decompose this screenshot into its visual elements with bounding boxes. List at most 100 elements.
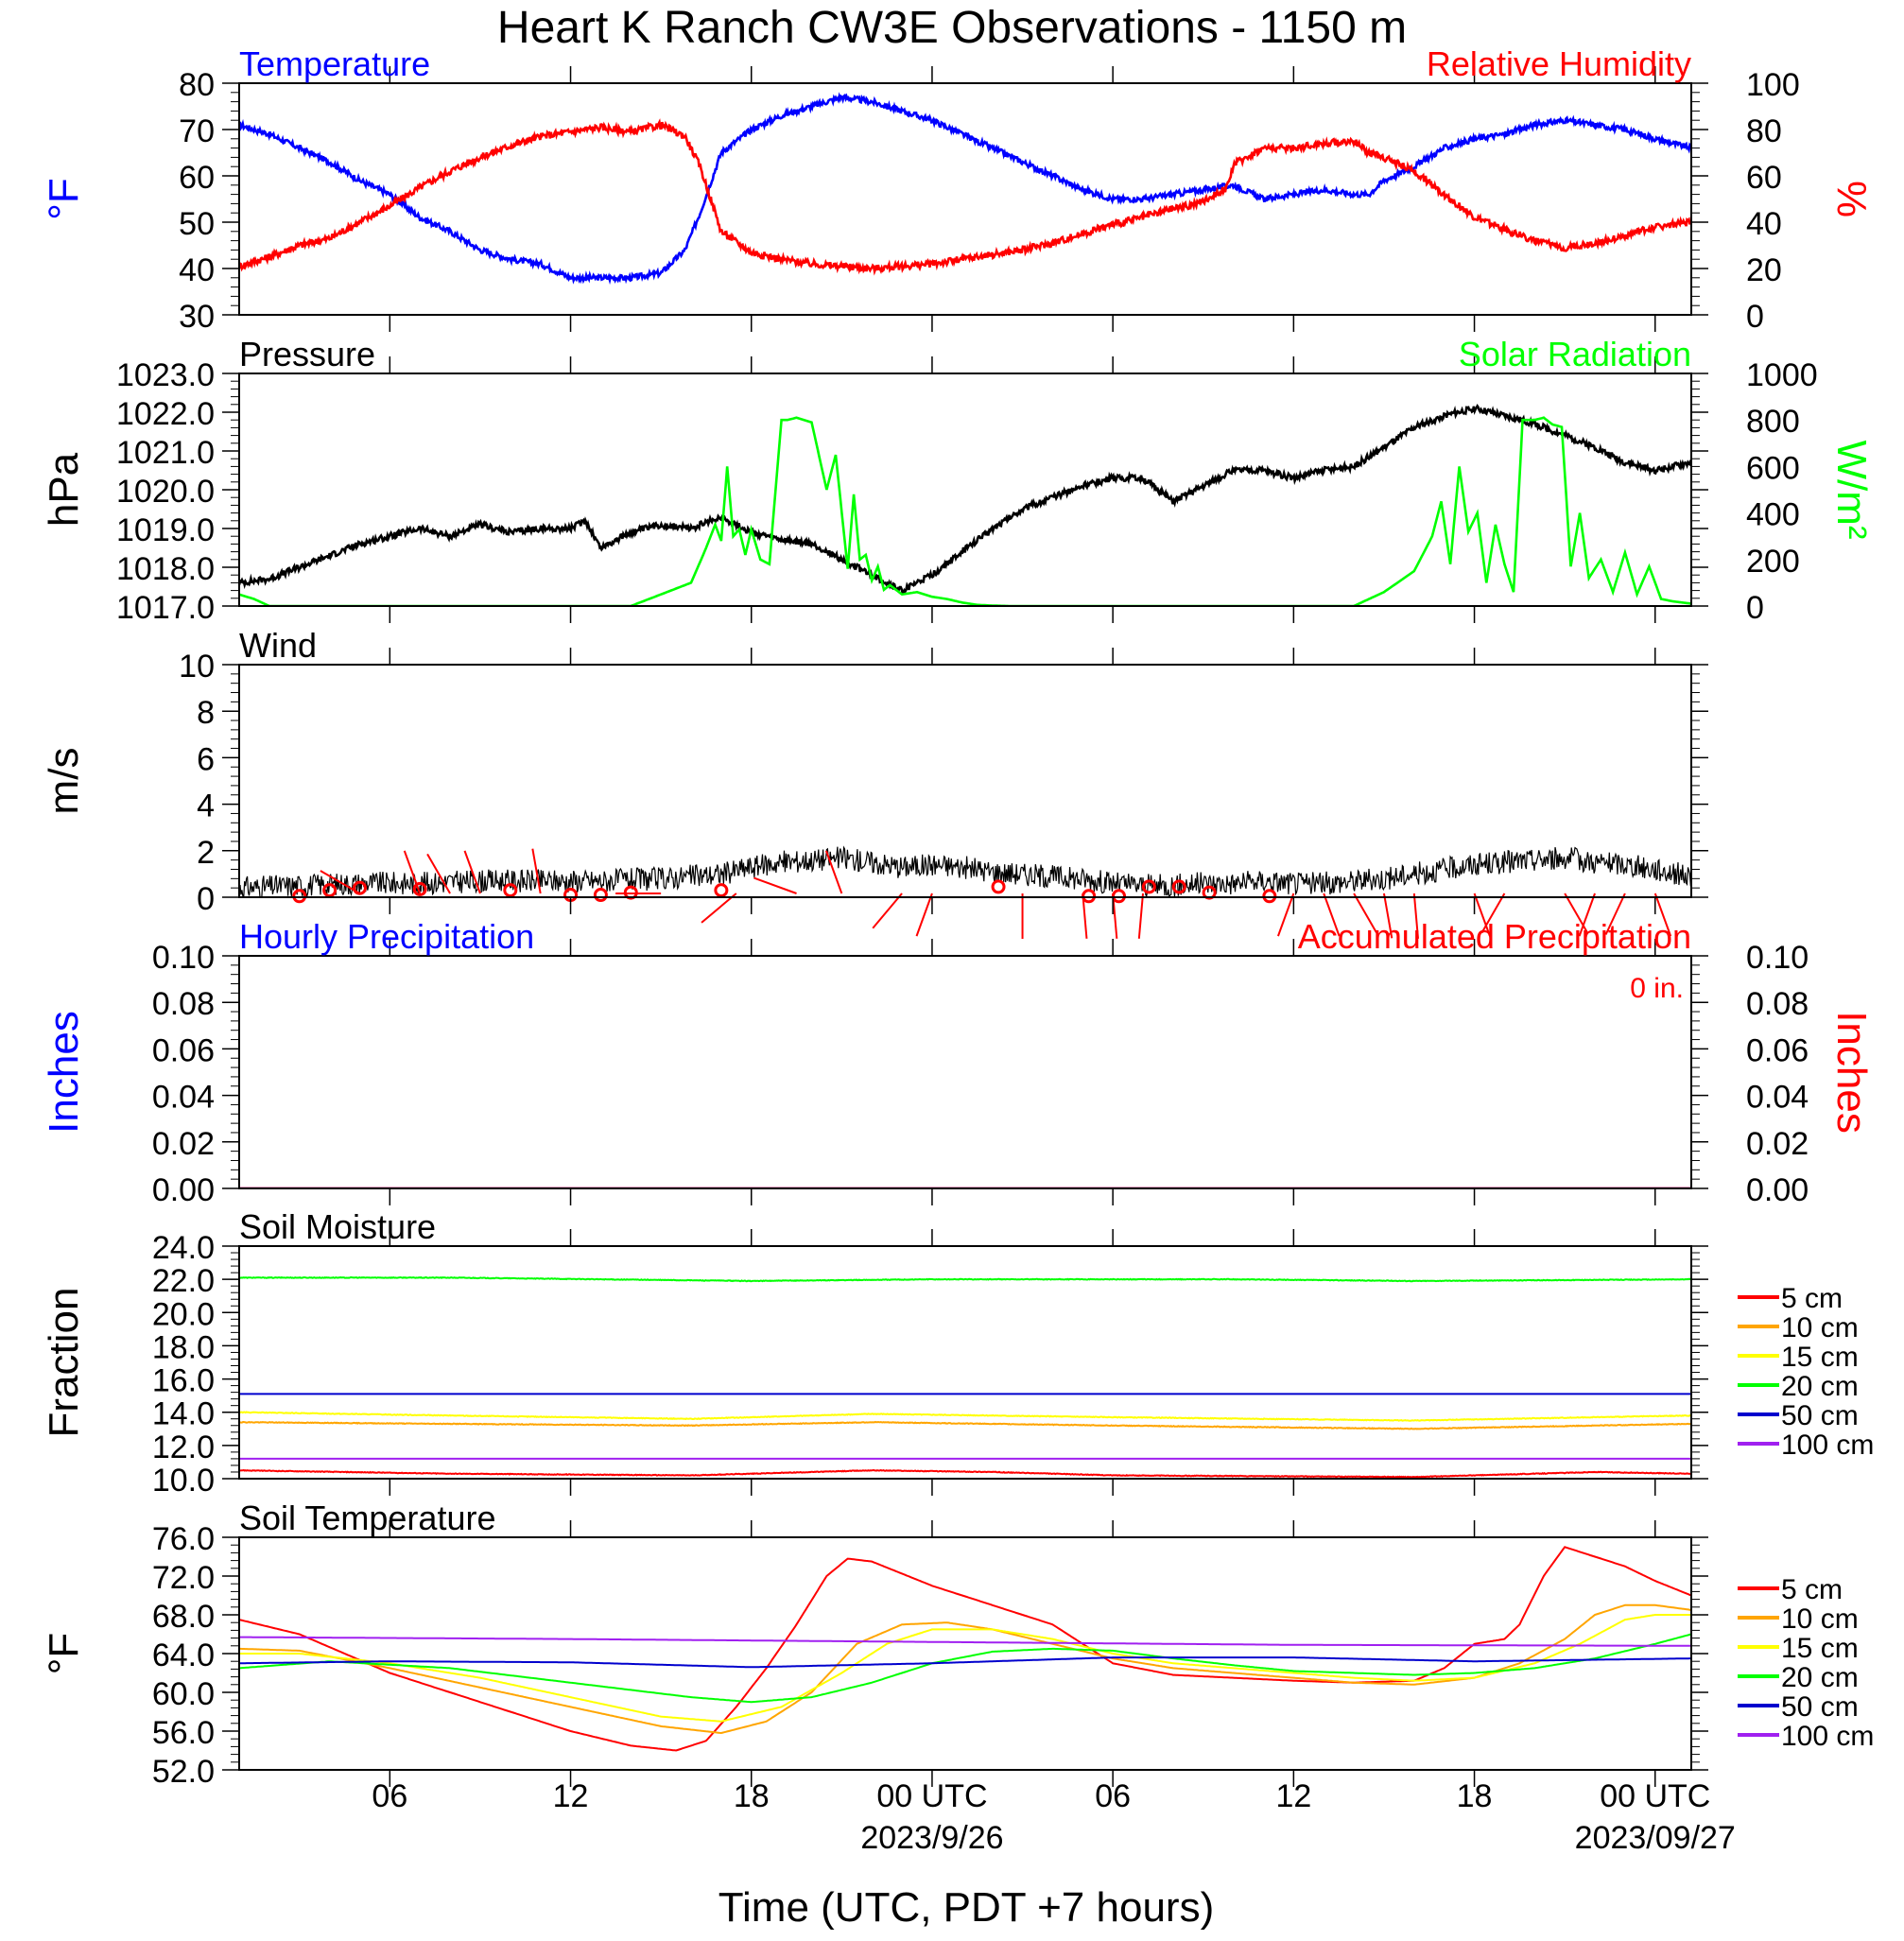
calm-wind-circle xyxy=(503,883,518,898)
y-tick-label-right: 0.06 xyxy=(1746,1032,1809,1068)
y-tick-label-right: 20 xyxy=(1746,252,1782,288)
y-tick-label-left: 18.0 xyxy=(152,1329,215,1365)
wind-barb xyxy=(1480,893,1506,934)
calm-wind-circle xyxy=(1082,889,1097,904)
panel-precipitation: 0.00 0.02 0.04 0.06 0.08 0.10 0.00 0.02 0.04 0.06… xyxy=(41,917,1875,1208)
wind-barb xyxy=(1653,893,1672,937)
calm-wind-circle xyxy=(292,889,307,904)
y-tick-label-right: 600 xyxy=(1746,450,1800,486)
series-line-d15 xyxy=(239,1614,1691,1723)
y-tick-label-right: 40 xyxy=(1746,206,1782,242)
y-tick-label-left: 10.0 xyxy=(152,1463,215,1499)
calm-wind-circle xyxy=(1202,885,1217,900)
y-tick-label-left: 1018.0 xyxy=(116,551,215,587)
panel-soil_temperature: 52.056.060.064.068.072.076.0 Soil Tempera… xyxy=(41,1499,1874,1790)
panel-title-left: Temperature xyxy=(239,44,430,83)
legend-label: 100 cm xyxy=(1781,1430,1874,1461)
y-tick-label-right: 1000 xyxy=(1746,357,1818,393)
panel-title-left: Hourly Precipitation xyxy=(239,917,534,956)
y-tick-label-left: 20.0 xyxy=(152,1296,215,1332)
y-tick-label-right: 100 xyxy=(1746,67,1800,103)
y-tick-label-left: 76.0 xyxy=(152,1521,215,1557)
series-line-pressure xyxy=(239,403,1691,596)
wind-barb xyxy=(872,893,903,929)
panel-frame xyxy=(238,82,1692,316)
legend-label: 50 cm xyxy=(1781,1691,1859,1723)
calm-wind-circle xyxy=(1262,889,1277,904)
y-tick-label-right: 800 xyxy=(1746,404,1800,440)
y-tick-label-right: 0.00 xyxy=(1746,1172,1809,1208)
y-tick-label-left: 0.06 xyxy=(152,1032,215,1068)
y-tick-label-left: 1021.0 xyxy=(116,435,215,471)
y-tick-label-left: 1023.0 xyxy=(116,357,215,393)
wind-barb xyxy=(403,850,422,894)
y-tick-label-left: 0.04 xyxy=(152,1080,215,1116)
legend-label: 10 cm xyxy=(1781,1603,1859,1635)
wind-barb xyxy=(320,870,360,894)
wind-barb xyxy=(1082,893,1088,939)
legend-label: 20 cm xyxy=(1781,1662,1859,1693)
y-axis-label-left: Inches xyxy=(41,1011,87,1134)
y-tick-label-left: 70 xyxy=(179,113,215,149)
y-tick-label-left: 60 xyxy=(179,160,215,196)
calm-wind-circle xyxy=(1171,879,1186,894)
wind-barb xyxy=(915,893,933,937)
y-tick-label-right: 0.08 xyxy=(1746,986,1809,1022)
y-tick-label-right: 80 xyxy=(1746,113,1782,149)
series-line-d50 xyxy=(239,1656,1691,1669)
panel-title-left: Pressure xyxy=(239,335,375,373)
y-tick-label-left: 0.02 xyxy=(152,1126,215,1162)
wind-barb xyxy=(1604,893,1626,935)
wind-barb xyxy=(1353,893,1377,934)
legend-label: 5 cm xyxy=(1781,1283,1843,1314)
panel-title-right: Relative Humidity xyxy=(1427,44,1691,83)
y-tick-label-left: 16.0 xyxy=(152,1363,215,1399)
panel-title-left: Soil Temperature xyxy=(239,1499,495,1537)
y-tick-label-left: 1019.0 xyxy=(116,512,215,548)
y-axis-label-left: hPa xyxy=(41,452,87,527)
y-tick-label-left: 0 xyxy=(197,881,215,917)
series-line-humidity xyxy=(239,118,1691,276)
y-tick-label-left: 0.10 xyxy=(152,940,215,976)
figure-title: Heart K Ranch CW3E Observations - 1150 m xyxy=(497,3,1407,53)
panel-wind: 0 2 4 6 8 10 Wind m/s xyxy=(41,626,1708,939)
y-tick-label-left: 8 xyxy=(197,695,215,731)
y-tick-label-left: 14.0 xyxy=(152,1396,215,1432)
y-tick-label-right: 0 xyxy=(1746,299,1764,335)
series-line-d5 xyxy=(239,1546,1691,1752)
y-axis-label-left: °F xyxy=(41,178,87,219)
series-line-d100 xyxy=(239,1636,1691,1647)
wind-barb xyxy=(753,876,797,894)
x-tick-label: 12 xyxy=(1275,1778,1311,1814)
panel-frame xyxy=(238,955,1692,1189)
wind-barb xyxy=(1578,893,1596,937)
accumulated-total: 0 in. xyxy=(1630,973,1684,1004)
wind-barb xyxy=(531,848,542,894)
y-tick-label-left: 12.0 xyxy=(152,1430,215,1465)
wind-barb xyxy=(1473,893,1491,937)
wind-barb xyxy=(824,850,843,894)
wind-barb xyxy=(1276,893,1295,937)
x-axis-label: Time (UTC, PDT +7 hours) xyxy=(718,1884,1214,1931)
y-tick-label-left: 50 xyxy=(179,206,215,242)
panel-title-left: Soil Moisture xyxy=(239,1207,436,1246)
y-tick-label-right: 400 xyxy=(1746,497,1800,533)
calm-wind-circle xyxy=(1141,879,1156,894)
series-line-solar xyxy=(239,416,1691,606)
y-axis-label-right: W/m² xyxy=(1828,440,1875,539)
legend-label: 100 cm xyxy=(1781,1721,1874,1752)
calm-wind-circle xyxy=(352,880,367,895)
legend-label: 15 cm xyxy=(1781,1633,1859,1664)
y-tick-label-left: 4 xyxy=(197,789,215,824)
y-tick-label-right: 0.04 xyxy=(1746,1080,1809,1116)
y-axis-label-right: Inches xyxy=(1828,1011,1875,1134)
calm-wind-circle xyxy=(714,883,729,898)
x-date-label: 2023/9/26 xyxy=(860,1820,1003,1856)
legend-label: 5 cm xyxy=(1781,1574,1843,1605)
y-axis-label-right: % xyxy=(1828,181,1875,217)
calm-wind-circle xyxy=(1112,889,1127,904)
y-axis-label-left: Fraction xyxy=(41,1288,87,1438)
legend-label: 15 cm xyxy=(1781,1342,1859,1373)
panel-soil_moisture: 10.012.014.016.018.020.022.024.0 Soil Moi… xyxy=(41,1207,1874,1499)
